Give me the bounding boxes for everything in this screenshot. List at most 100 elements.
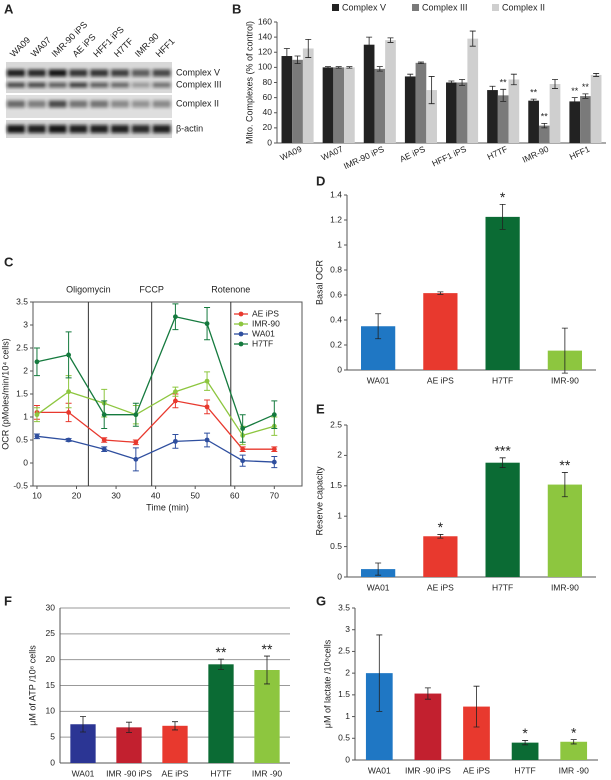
error-bar — [80, 716, 86, 733]
bar — [363, 44, 375, 143]
y-tick-label: 25 — [46, 628, 56, 638]
bar — [485, 462, 520, 577]
marker — [173, 438, 178, 444]
series-line — [36, 435, 275, 463]
y-tick-label: 80 — [263, 77, 273, 87]
bar — [208, 664, 234, 763]
y-tick-label: 3.5 — [16, 296, 28, 306]
bar — [528, 100, 539, 143]
event-label: FCCP — [139, 284, 164, 294]
error-bar — [375, 313, 382, 340]
error-bar — [366, 36, 373, 53]
legend-label: Complex V — [342, 2, 386, 12]
y-tick-label: 15 — [46, 680, 56, 690]
error-bar — [510, 73, 517, 86]
y-tick-label: 10 — [46, 706, 56, 716]
x-tick-label: 70 — [270, 490, 280, 500]
y-tick-label: 2 — [345, 667, 350, 677]
marker — [101, 446, 107, 452]
y-tick-label: 0 — [23, 457, 28, 467]
blot-band — [111, 69, 129, 77]
y-tick-label: 3.5 — [338, 602, 350, 612]
legend-label: IMR-90 — [252, 318, 280, 328]
lane-label: WA07 — [29, 35, 53, 59]
blot-band — [27, 82, 46, 88]
x-tick-label: 60 — [230, 490, 240, 500]
marker — [66, 352, 72, 358]
x-tick-label: WA01 — [367, 582, 390, 592]
significance: ** — [541, 112, 549, 122]
marker — [204, 321, 210, 327]
y-tick-label: 0.4 — [330, 314, 342, 324]
y-tick-label: 1.5 — [338, 689, 350, 699]
y-tick-label: 2 — [337, 450, 342, 460]
significance: ** — [530, 88, 538, 98]
error-bar — [448, 80, 455, 85]
marker — [133, 439, 139, 445]
y-tick-label: 2 — [23, 365, 28, 375]
x-tick-label: H7TF — [514, 765, 535, 775]
marker — [101, 437, 107, 443]
marker — [204, 404, 210, 410]
x-tick-label: IMR-90 — [551, 582, 579, 592]
bar — [549, 84, 561, 143]
x-tick-label: IMR -90 — [252, 768, 283, 778]
y-tick-label: 1 — [23, 411, 28, 421]
y-tick-label: 0.5 — [16, 434, 28, 444]
bar — [162, 725, 188, 763]
bar — [487, 90, 498, 143]
significance: ** — [582, 82, 590, 92]
bar — [456, 82, 468, 143]
blot-band — [48, 69, 67, 77]
marker — [34, 359, 40, 365]
bar — [590, 74, 602, 143]
marker — [173, 398, 178, 404]
error-bar — [570, 739, 577, 745]
x-tick-label: IMR-90 — [521, 144, 551, 165]
x-tick-label: IMR-90 iPS — [342, 144, 386, 172]
error-bar — [459, 79, 466, 86]
series-line — [36, 380, 275, 437]
bar — [446, 82, 457, 143]
error-bar — [387, 37, 394, 43]
bar — [423, 536, 458, 577]
legend-marker — [238, 321, 244, 327]
significance: ** — [559, 457, 570, 473]
legend-marker — [238, 331, 244, 337]
blot-band — [27, 125, 46, 133]
blot-band — [7, 69, 25, 77]
significance: * — [571, 724, 577, 740]
blot-band — [131, 125, 150, 133]
y-tick-label: 1.2 — [330, 214, 342, 224]
panel-letter: C — [4, 254, 14, 269]
blot-band — [7, 125, 25, 133]
error-bar — [218, 658, 224, 670]
x-tick-label: AE iPS — [427, 375, 454, 385]
x-tick-label: WA01 — [368, 765, 391, 775]
band-label: Complex II — [176, 98, 219, 108]
error-bar — [424, 687, 431, 700]
x-tick-label: WA01 — [367, 375, 390, 385]
y-tick-label: 1 — [337, 239, 342, 249]
x-tick-label: H7TF — [485, 144, 508, 162]
y-tick-label: 1.4 — [330, 189, 342, 199]
y-tick-label: 2.5 — [330, 419, 342, 429]
lane-label: WA09 — [8, 35, 32, 59]
x-tick-label: H7TF — [210, 768, 231, 778]
error-bar — [324, 66, 331, 69]
y-tick-label: 140 — [258, 31, 272, 41]
marker — [240, 458, 246, 464]
legend-label: WA01 — [252, 328, 275, 338]
x-tick-label: WA09 — [278, 144, 303, 163]
blot-strip — [6, 62, 172, 93]
blot-band — [152, 82, 171, 88]
significance: ** — [216, 644, 227, 660]
bar — [254, 670, 280, 763]
blot-band — [152, 100, 171, 108]
y-axis-label: μM of lactate /10⁶cells — [322, 639, 332, 728]
bar — [385, 40, 396, 143]
marker — [240, 426, 246, 431]
error-bar — [469, 30, 476, 47]
marker — [173, 389, 178, 395]
marker — [271, 412, 277, 418]
